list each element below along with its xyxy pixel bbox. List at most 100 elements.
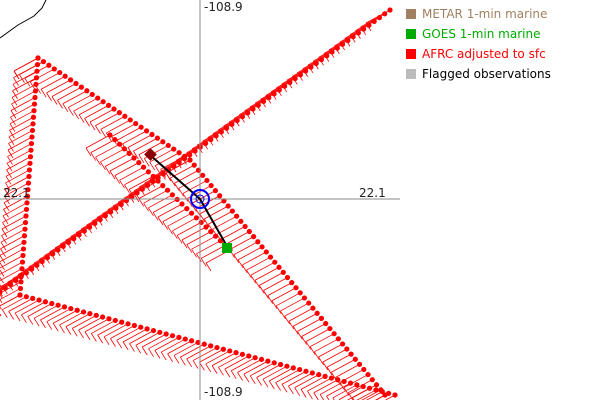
observation-dot: [276, 87, 282, 93]
observation-dot: [324, 53, 330, 59]
wind-barb-flag: [246, 269, 252, 279]
axis-label-right: 22.1: [359, 186, 386, 200]
wind-barb-staff: [339, 386, 364, 400]
wind-barb-staff: [10, 97, 36, 111]
legend-item-metar[interactable]: METAR 1-min marine: [404, 4, 596, 24]
observation-dot: [74, 307, 80, 313]
wind-barb-flag: [12, 83, 19, 93]
wind-barb-staff: [281, 370, 307, 385]
wind-barb-flag: [322, 361, 329, 371]
observation-dot: [23, 270, 29, 276]
observation-dot: [350, 34, 356, 40]
observation-dot: [198, 219, 204, 225]
wind-barb-flag: [237, 372, 243, 381]
observation-dot: [60, 243, 66, 249]
observation-dot: [229, 208, 235, 214]
wind-barb-staff: [243, 360, 269, 375]
wind-barb-flag: [191, 248, 197, 258]
wind-barb-flag: [4, 195, 10, 205]
observation-dot: [92, 220, 98, 227]
observation-dot: [284, 363, 290, 369]
wind-barb-staff: [297, 318, 322, 332]
wind-barb-flag: [6, 169, 12, 178]
observation-dot: [21, 233, 28, 239]
wind-barb-flag: [275, 382, 282, 391]
wind-barb-staff: [318, 343, 343, 358]
dark-red-marker: [144, 148, 157, 161]
axis-label-bottom: -108.9: [203, 385, 244, 399]
wind-barb-staff: [0, 241, 25, 256]
observation-dot: [61, 304, 68, 310]
wind-barb-flag: [124, 184, 130, 194]
observation-dot: [277, 361, 284, 368]
observation-dot: [201, 341, 207, 347]
wind-barb-flag: [169, 177, 176, 187]
map-canvas[interactable]: [0, 0, 400, 400]
wind-barb-flag: [181, 239, 188, 249]
wind-barb-staff: [294, 374, 319, 389]
observation-dot: [255, 102, 261, 108]
observation-dot: [32, 94, 38, 101]
observation-dot: [250, 234, 257, 240]
observation-dot: [81, 228, 87, 234]
wind-barb-flag: [51, 96, 58, 105]
wind-barb-flag: [149, 161, 156, 171]
observation-dot: [102, 213, 109, 219]
wind-barb-staff: [5, 169, 30, 184]
wind-barb-staff: [162, 208, 187, 222]
wind-barb-staff: [250, 362, 275, 377]
center-marker-inner: [195, 194, 205, 204]
observation-dot: [376, 15, 383, 21]
observation-dot: [224, 125, 230, 131]
observation-dot: [208, 229, 214, 235]
wind-barb-flag: [19, 74, 25, 83]
wind-barb-flag: [211, 365, 218, 374]
observation-dot: [46, 62, 52, 68]
wind-barb-staff: [237, 246, 263, 261]
wind-barb-flag: [167, 353, 173, 362]
wind-barb-staff: [122, 130, 147, 145]
observation-dot: [204, 177, 210, 184]
wind-barb-staff: [208, 210, 233, 225]
legend-item-afrc[interactable]: AFRC adjusted to sfc: [404, 44, 596, 64]
observation-dot: [373, 382, 380, 388]
observation-dot: [293, 285, 299, 291]
observation-dot: [234, 213, 240, 219]
legend-item-flagged[interactable]: Flagged observations: [404, 64, 596, 84]
center-marker-icon[interactable]: [190, 189, 210, 209]
wind-barb-flag: [138, 154, 145, 163]
observation-dot: [382, 11, 388, 17]
wind-barb-flag: [268, 380, 275, 390]
observation-dot: [78, 84, 85, 90]
wind-barb-map[interactable]: -108.9 -108.9 22.1 22.1: [0, 0, 400, 400]
observation-dot: [281, 83, 288, 89]
observation-dot: [93, 312, 99, 318]
wind-barb-staff: [116, 126, 142, 141]
observation-dot: [189, 338, 195, 344]
wind-barb-flag: [78, 329, 84, 339]
observation-dot: [7, 281, 14, 287]
wind-barb-flag: [0, 248, 6, 257]
wind-barb-flag: [122, 341, 129, 351]
wind-barb-flag: [0, 291, 3, 297]
wind-barb-staff: [199, 348, 224, 363]
observation-dot: [344, 346, 350, 352]
wind-barb-flag: [267, 295, 274, 304]
legend-item-goes[interactable]: GOES 1-min marine: [404, 24, 596, 44]
observation-dot: [131, 322, 138, 329]
observation-dot: [34, 68, 40, 74]
observation-dot: [265, 358, 271, 364]
observation-dot: [144, 182, 151, 188]
wind-barb-flag: [154, 350, 161, 359]
wind-barb-flag: [52, 323, 59, 332]
observation-dot: [39, 258, 45, 265]
wind-barb-flag: [284, 315, 291, 325]
observation-dot: [227, 348, 233, 354]
wind-barb-flag: [172, 230, 178, 240]
observation-dot: [250, 106, 256, 112]
observation-dot: [22, 226, 28, 232]
observation-dot: [203, 224, 209, 230]
wind-barb-flag: [27, 316, 34, 325]
wind-barb-flag: [40, 89, 47, 98]
wind-barb-flag: [263, 290, 269, 299]
